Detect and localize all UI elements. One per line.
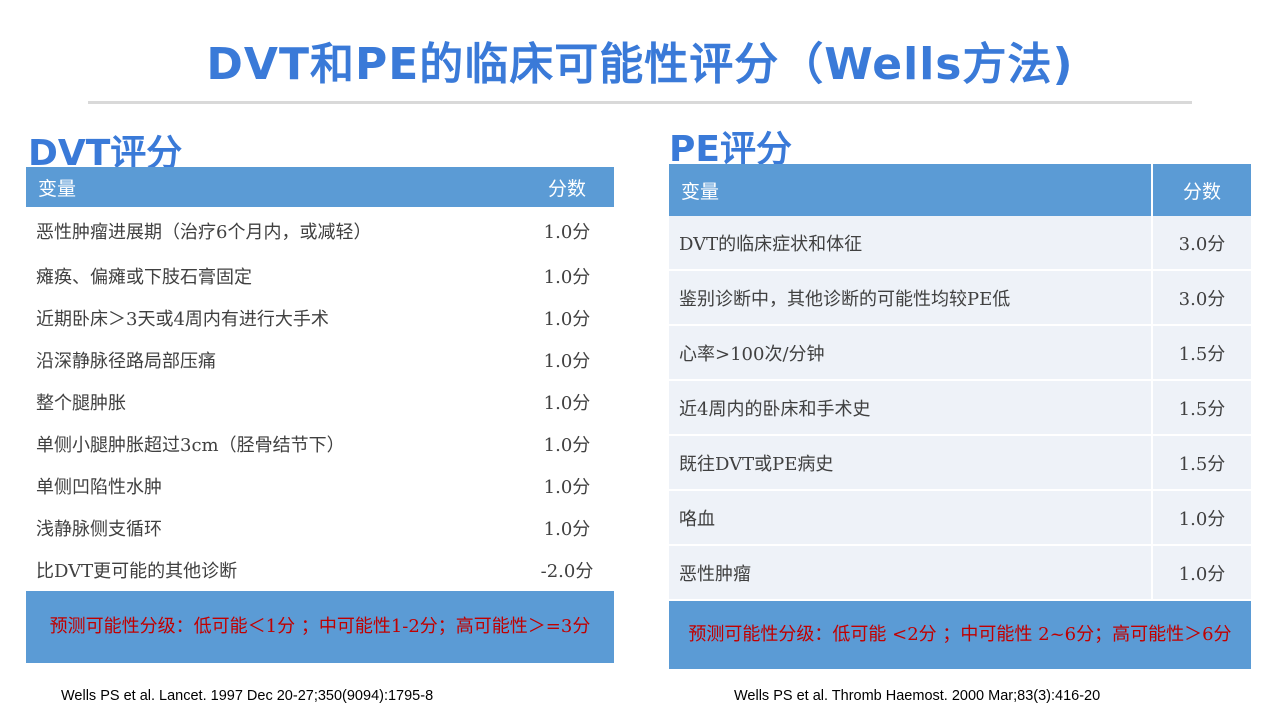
- dvt-variable-cell: 单侧小腿肿胀超过3cm（胫骨结节下）: [26, 423, 520, 465]
- table-row: 比DVT更可能的其他诊断 -2.0分: [26, 549, 614, 591]
- table-row: 整个腿肿胀 1.0分: [26, 381, 614, 423]
- dvt-variable-cell: 近期卧床＞3天或4周内有进行大手术: [26, 297, 520, 339]
- table-row: 单侧凹陷性水肿 1.0分: [26, 465, 614, 507]
- table-row: 鉴别诊断中，其他诊断的可能性均较PE低 3.0分: [669, 270, 1251, 326]
- pe-header-row: 变量 分数: [669, 164, 1251, 216]
- pe-score-cell: 1.0分: [1152, 490, 1251, 546]
- table-row: 瘫痪、偏瘫或下肢石膏固定 1.0分: [26, 255, 614, 297]
- table-row: 沿深静脉径路局部压痛 1.0分: [26, 339, 614, 381]
- pe-footer-row: 预测可能性分级：低可能 <2分 ；中可能性 2~6分；高可能性＞6分: [669, 600, 1251, 669]
- table-row: 心率>100次/分钟 1.5分: [669, 325, 1251, 381]
- pe-variable-cell: 鉴别诊断中，其他诊断的可能性均较PE低: [669, 270, 1153, 326]
- pe-score-header: 分数: [1152, 164, 1251, 216]
- pe-variable-cell: 恶性肿瘤: [669, 545, 1153, 601]
- table-row: 单侧小腿肿胀超过3cm（胫骨结节下） 1.0分: [26, 423, 614, 465]
- pe-variable-cell: 近4周内的卧床和手术史: [669, 380, 1153, 436]
- page-title: DVT和PE的临床可能性评分（Wells方法): [206, 39, 1074, 90]
- pe-variable-cell: 心率>100次/分钟: [669, 325, 1153, 381]
- pe-score-cell: 1.5分: [1152, 325, 1251, 381]
- table-row: 近期卧床＞3天或4周内有进行大手术 1.0分: [26, 297, 614, 339]
- dvt-variable-cell: 沿深静脉径路局部压痛: [26, 339, 520, 381]
- pe-probability-grading: 预测可能性分级：低可能 <2分 ；中可能性 2~6分；高可能性＞6分: [669, 600, 1251, 669]
- table-row: 近4周内的卧床和手术史 1.5分: [669, 380, 1251, 436]
- pe-reference: Wells PS et al. Thromb Haemost. 2000 Mar…: [734, 688, 1101, 704]
- dvt-score-cell: -2.0分: [520, 549, 614, 591]
- table-row: 浅静脉侧支循环 1.0分: [26, 507, 614, 549]
- pe-score-cell: 1.0分: [1152, 545, 1251, 601]
- dvt-variable-cell: 比DVT更可能的其他诊断: [26, 549, 520, 591]
- table-row: 既往DVT或PE病史 1.5分: [669, 435, 1251, 491]
- dvt-score-cell: 1.0分: [520, 297, 614, 339]
- table-row: 咯血 1.0分: [669, 490, 1251, 546]
- dvt-variable-header: 变量: [26, 167, 520, 207]
- pe-variable-header: 变量: [669, 164, 1153, 216]
- pe-section-title: PE评分: [669, 129, 792, 170]
- pe-variable-cell: 既往DVT或PE病史: [669, 435, 1153, 491]
- dvt-score-cell: 1.0分: [520, 255, 614, 297]
- pe-score-table: 变量 分数 DVT的临床症状和体征 3.0分 鉴别诊断中，其他诊断的可能性均较P…: [669, 164, 1251, 669]
- dvt-score-cell: 1.0分: [520, 423, 614, 465]
- dvt-footer-row: 预测可能性分级：低可能＜1分 ；中可能性1-2分；高可能性＞=3分: [26, 591, 614, 663]
- dvt-variable-cell: 整个腿肿胀: [26, 381, 520, 423]
- table-row: 恶性肿瘤进展期（治疗6个月内，或减轻） 1.0分: [26, 207, 614, 255]
- pe-score-cell: 3.0分: [1152, 270, 1251, 326]
- pe-variable-cell: 咯血: [669, 490, 1153, 546]
- dvt-score-table: 变量 分数 恶性肿瘤进展期（治疗6个月内，或减轻） 1.0分 瘫痪、偏瘫或下肢石…: [26, 167, 614, 663]
- dvt-variable-cell: 瘫痪、偏瘫或下肢石膏固定: [26, 255, 520, 297]
- pe-variable-cell: DVT的临床症状和体征: [669, 216, 1153, 271]
- title-divider: [88, 101, 1192, 104]
- dvt-variable-cell: 单侧凹陷性水肿: [26, 465, 520, 507]
- dvt-header-row: 变量 分数: [26, 167, 614, 207]
- table-row: DVT的临床症状和体征 3.0分: [669, 216, 1251, 271]
- dvt-reference: Wells PS et al. Lancet. 1997 Dec 20-27;3…: [61, 688, 434, 704]
- dvt-score-cell: 1.0分: [520, 339, 614, 381]
- dvt-variable-cell: 恶性肿瘤进展期（治疗6个月内，或减轻）: [26, 207, 520, 255]
- pe-score-cell: 1.5分: [1152, 380, 1251, 436]
- pe-score-cell: 3.0分: [1152, 216, 1251, 271]
- dvt-probability-grading: 预测可能性分级：低可能＜1分 ；中可能性1-2分；高可能性＞=3分: [26, 591, 614, 663]
- pe-score-cell: 1.5分: [1152, 435, 1251, 491]
- dvt-score-header: 分数: [520, 167, 614, 207]
- dvt-score-cell: 1.0分: [520, 207, 614, 255]
- dvt-variable-cell: 浅静脉侧支循环: [26, 507, 520, 549]
- dvt-score-cell: 1.0分: [520, 465, 614, 507]
- dvt-score-cell: 1.0分: [520, 381, 614, 423]
- table-row: 恶性肿瘤 1.0分: [669, 545, 1251, 601]
- dvt-score-cell: 1.0分: [520, 507, 614, 549]
